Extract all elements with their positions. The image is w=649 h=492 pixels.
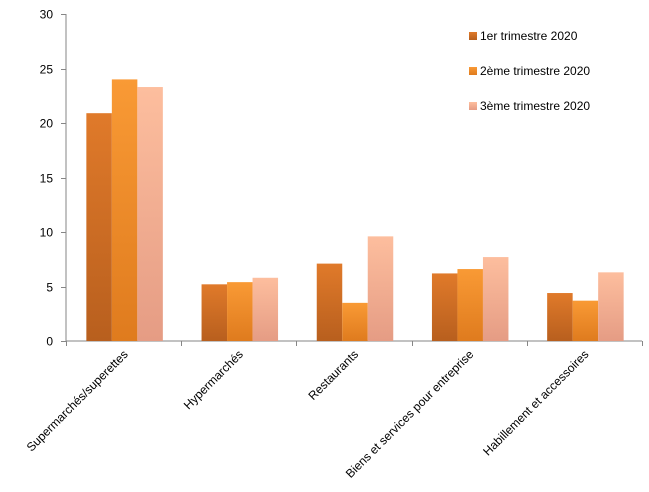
legend-swatch xyxy=(469,102,477,110)
x-category-label: Biens et services pour entreprise xyxy=(343,347,477,481)
legend-label: 2ème trimestre 2020 xyxy=(480,64,590,78)
bar-3-2 xyxy=(252,277,279,341)
bar-2-4 xyxy=(457,269,483,341)
bar-2-3 xyxy=(342,302,368,341)
bar-3-1 xyxy=(137,87,163,341)
y-tick-label: 20 xyxy=(40,117,54,131)
bar-3-4 xyxy=(482,257,509,341)
y-tick-label: 0 xyxy=(46,335,53,349)
legend-label: 3ème trimestre 2020 xyxy=(480,99,590,113)
legend-swatch xyxy=(469,32,477,40)
bar-1-3 xyxy=(316,263,343,341)
legend-label: 1er trimestre 2020 xyxy=(480,29,578,43)
bar-2-2 xyxy=(227,282,253,341)
y-tick-label: 10 xyxy=(40,226,54,240)
x-category-label: Habillement et accessoires xyxy=(480,347,591,458)
bar-2-1 xyxy=(111,79,138,342)
bar-3-5 xyxy=(598,272,624,341)
x-category-label: Supermarchés/superettes xyxy=(24,347,131,454)
bar-1-2 xyxy=(201,284,228,341)
bar-1-4 xyxy=(431,273,458,341)
bars xyxy=(86,79,624,342)
x-category-label: Hypermarchés xyxy=(181,347,246,412)
bar-3-3 xyxy=(367,236,394,341)
legend: 1er trimestre 2020 2ème trimestre 2020 3èm… xyxy=(469,29,590,113)
bar-2-5 xyxy=(572,300,599,341)
y-tick-label: 15 xyxy=(40,172,54,186)
bar-1-5 xyxy=(547,293,573,341)
legend-swatch xyxy=(469,67,477,75)
x-category-label: Restaurants xyxy=(305,347,361,403)
bar-1-1 xyxy=(86,113,112,341)
y-tick-label: 5 xyxy=(46,281,53,295)
y-tick-label: 30 xyxy=(40,8,54,22)
y-tick-label: 25 xyxy=(40,63,54,77)
